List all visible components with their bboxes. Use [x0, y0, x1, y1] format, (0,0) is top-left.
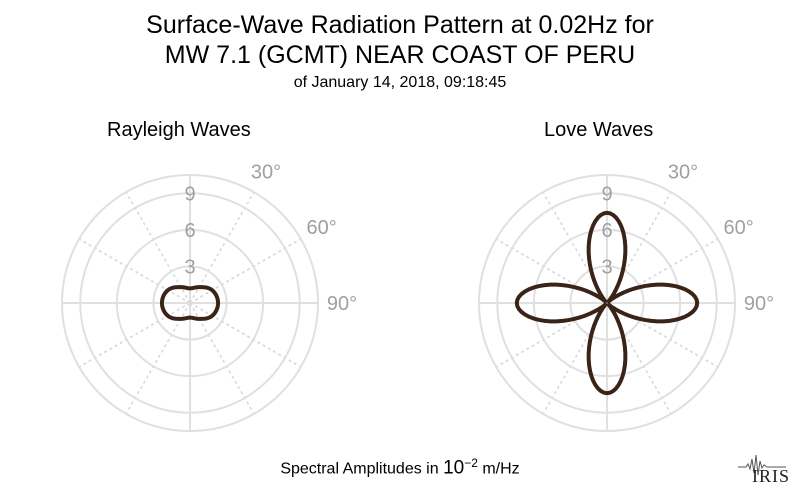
- rayleigh-angle-tick-60: 60°: [307, 217, 337, 239]
- rayleigh-outer-circle: [61, 174, 319, 432]
- rayleigh-grid-circle-9: [79, 192, 301, 414]
- love-angle-tick-90: 90°: [744, 293, 774, 315]
- love-angle-tick-30: 30°: [668, 161, 698, 183]
- rayleigh-plot-title: Rayleigh Waves: [107, 119, 251, 141]
- love-angle-tick-60: 60°: [724, 217, 754, 239]
- love-plot-title: Love Waves: [544, 119, 654, 141]
- love-outer-circle: [478, 174, 736, 432]
- love-pattern-curve: [514, 210, 700, 396]
- footer-prefix: Spectral Amplitudes in: [280, 460, 444, 478]
- rayleigh-grid-circle-3: [152, 265, 228, 341]
- chart-title-line1: Surface-Wave Radiation Pattern at 0.02Hz…: [146, 11, 654, 39]
- footer-exponent: −2: [464, 456, 478, 470]
- rayleigh-pattern-curve: [159, 285, 221, 321]
- love-grid-circle-9: [496, 192, 718, 414]
- rayleigh-radial-tick-6: 6: [184, 220, 195, 242]
- rayleigh-radial-tick-3: 3: [184, 256, 195, 278]
- footer-base: 10: [443, 457, 465, 479]
- rayleigh-angle-tick-30: 30°: [251, 161, 281, 183]
- love-radial-tick-3: 3: [601, 256, 612, 278]
- footer-unit: m/Hz: [477, 460, 520, 478]
- rayleigh-angle-tick-90: 90°: [327, 293, 357, 315]
- chart-title-date: of January 14, 2018, 09:18:45: [293, 74, 507, 91]
- love-radial-tick-9: 9: [601, 183, 612, 205]
- love-grid-circle-3: [569, 265, 645, 341]
- iris-logo-text: IRIS: [751, 466, 790, 486]
- rayleigh-radial-tick-9: 9: [184, 183, 195, 205]
- love-radial-tick-6: 6: [601, 220, 612, 242]
- chart-title-line2: MW 7.1 (GCMT) NEAR COAST OF PERU: [164, 41, 636, 69]
- footer-units: Spectral Amplitudes in 10−2 m/Hz: [0, 452, 800, 480]
- love-grid-circle-6: [532, 228, 682, 378]
- rayleigh-grid-circle-6: [115, 228, 265, 378]
- seismogram-logo-icon: [738, 454, 786, 476]
